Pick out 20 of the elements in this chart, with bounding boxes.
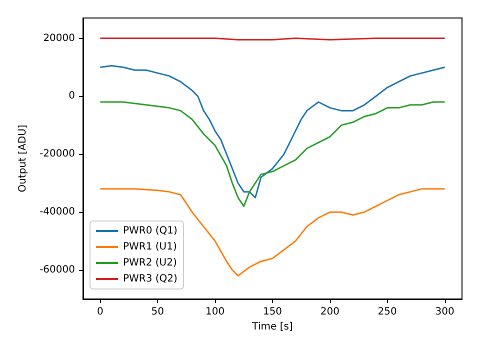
line-series bbox=[99, 65, 446, 198]
x-tick-label: 200 bbox=[320, 306, 340, 318]
legend-label: PWR1 (U1) bbox=[123, 242, 177, 252]
y-tick-label: -40000 bbox=[40, 206, 75, 218]
y-axis-title: Output [ADU] bbox=[18, 124, 28, 192]
y-tick-label: 20000 bbox=[43, 32, 75, 44]
x-tick-label: 50 bbox=[151, 306, 164, 318]
x-tick-label: 100 bbox=[206, 306, 225, 318]
x-tick-label: 300 bbox=[435, 306, 454, 318]
y-tick-label: -60000 bbox=[40, 264, 75, 276]
x-tick-label: 150 bbox=[262, 306, 282, 318]
legend-label: PWR2 (U2) bbox=[123, 258, 177, 268]
legend-label: PWR0 (Q1) bbox=[123, 226, 178, 236]
y-tick-label: 0 bbox=[68, 90, 75, 102]
legend-label: PWR3 (Q2) bbox=[123, 274, 178, 284]
x-axis-title: Time [s] bbox=[251, 321, 293, 332]
x-tick-label: 250 bbox=[378, 306, 397, 318]
y-tick-label: -20000 bbox=[40, 148, 75, 160]
line-series bbox=[99, 101, 446, 208]
x-tick-label: 0 bbox=[97, 306, 104, 318]
